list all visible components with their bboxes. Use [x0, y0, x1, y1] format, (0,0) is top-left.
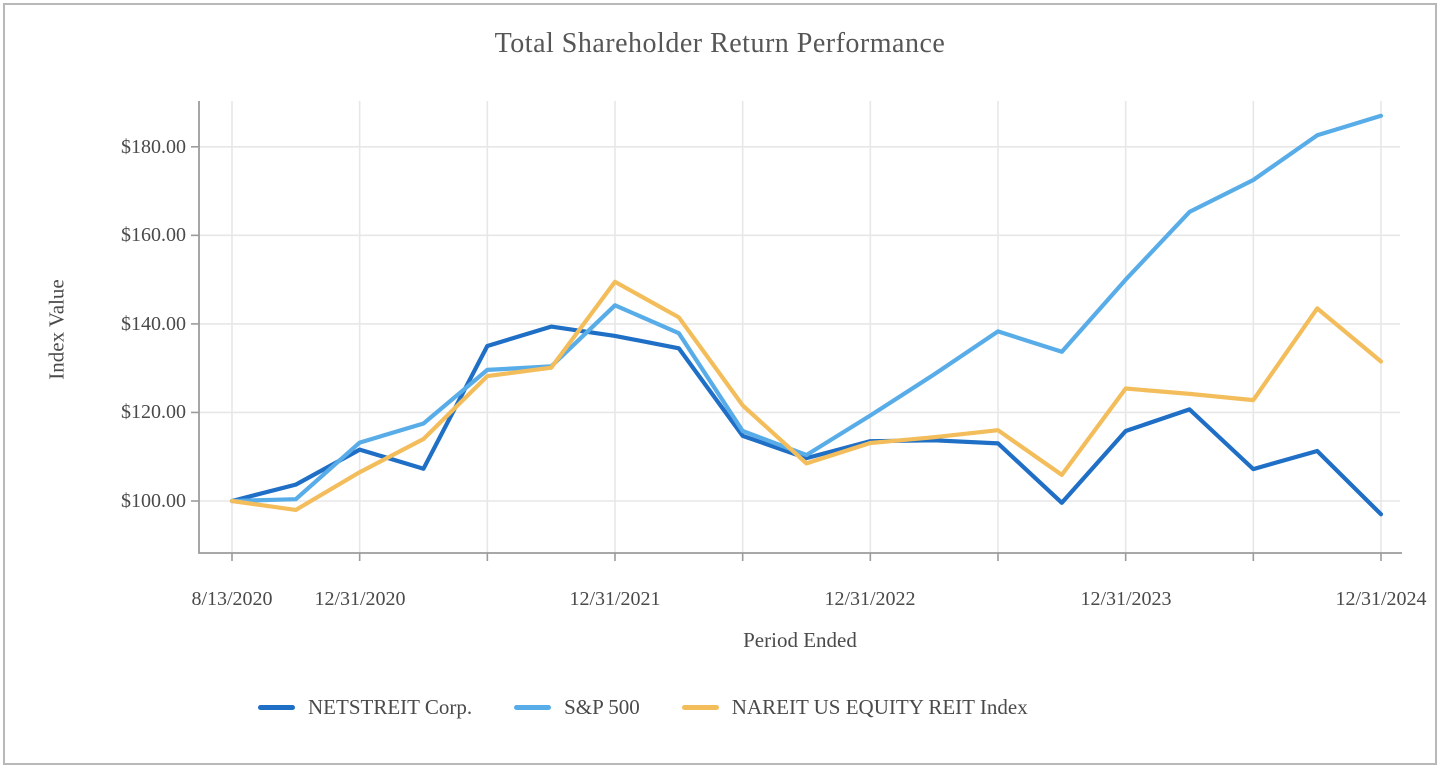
netstreit-line-swatch: [258, 705, 295, 710]
x-tick-label-2022-12: 12/31/2022: [824, 588, 916, 610]
y-tick-label-140: $140.00: [121, 313, 186, 335]
y-tick-label-180: $180.00: [121, 136, 186, 158]
y-tick-label-160: $160.00: [121, 224, 186, 246]
chart-legend: NETSTREIT Corp. S&P 500 NAREIT US EQUITY…: [258, 695, 1028, 720]
series-line-2: [229, 279, 1384, 512]
x-tick-label-2020-12: 12/31/2020: [314, 588, 406, 610]
legend-label-netstreit: NETSTREIT Corp.: [308, 695, 473, 719]
series-line-0: [229, 324, 1384, 517]
series-line-1: [229, 113, 1384, 504]
chart-title: Total Shareholder Return Performance: [494, 28, 946, 59]
x-tick-label-2021-12: 12/31/2021: [569, 588, 661, 610]
x-tick-label-2020-08: 8/13/2020: [191, 588, 273, 610]
legend-item-sp500: S&P 500: [514, 695, 640, 720]
legend-label-sp500: S&P 500: [564, 695, 640, 719]
x-axis-title: Period Ended: [743, 628, 857, 652]
legend-item-netstreit: NETSTREIT Corp.: [258, 695, 472, 720]
y-tick-label-120: $120.00: [121, 401, 186, 423]
x-tick-label-2024-12: 12/31/2024: [1335, 588, 1427, 610]
x-tick-label-2023-12: 12/31/2023: [1080, 588, 1172, 610]
nareit-line-swatch: [681, 705, 719, 710]
y-tick-label-100: $100.00: [121, 490, 186, 512]
sp500-line-swatch: [514, 705, 552, 710]
axis-lines: [198, 101, 1402, 554]
legend-label-nareit: NAREIT US EQUITY REIT Index: [731, 695, 1028, 719]
legend-item-nareit: NAREIT US EQUITY REIT Index: [681, 695, 1028, 720]
